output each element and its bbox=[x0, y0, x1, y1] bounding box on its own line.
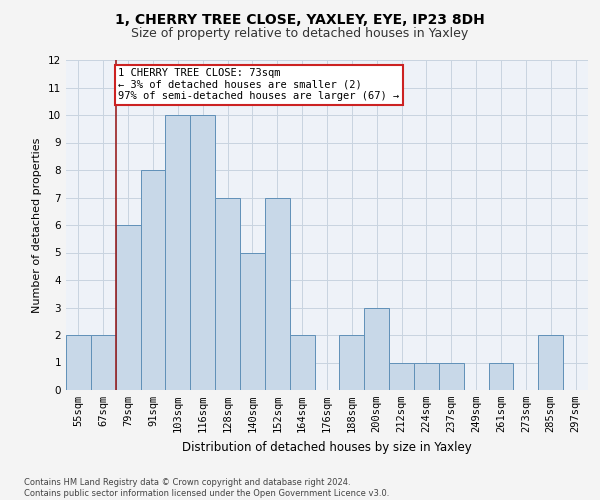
Bar bbox=[265, 198, 290, 390]
Bar bbox=[66, 335, 91, 390]
Bar bbox=[538, 335, 563, 390]
Bar bbox=[364, 308, 389, 390]
Text: 1, CHERRY TREE CLOSE, YAXLEY, EYE, IP23 8DH: 1, CHERRY TREE CLOSE, YAXLEY, EYE, IP23 … bbox=[115, 12, 485, 26]
Text: Contains HM Land Registry data © Crown copyright and database right 2024.
Contai: Contains HM Land Registry data © Crown c… bbox=[24, 478, 389, 498]
Bar bbox=[190, 115, 215, 390]
Bar bbox=[166, 115, 190, 390]
X-axis label: Distribution of detached houses by size in Yaxley: Distribution of detached houses by size … bbox=[182, 440, 472, 454]
Bar bbox=[91, 335, 116, 390]
Bar bbox=[240, 252, 265, 390]
Bar bbox=[488, 362, 514, 390]
Bar bbox=[340, 335, 364, 390]
Bar bbox=[215, 198, 240, 390]
Bar bbox=[414, 362, 439, 390]
Bar bbox=[389, 362, 414, 390]
Bar bbox=[439, 362, 464, 390]
Text: 1 CHERRY TREE CLOSE: 73sqm
← 3% of detached houses are smaller (2)
97% of semi-d: 1 CHERRY TREE CLOSE: 73sqm ← 3% of detac… bbox=[118, 68, 400, 102]
Y-axis label: Number of detached properties: Number of detached properties bbox=[32, 138, 43, 312]
Bar bbox=[140, 170, 166, 390]
Text: Size of property relative to detached houses in Yaxley: Size of property relative to detached ho… bbox=[131, 28, 469, 40]
Bar bbox=[116, 225, 140, 390]
Bar bbox=[290, 335, 314, 390]
